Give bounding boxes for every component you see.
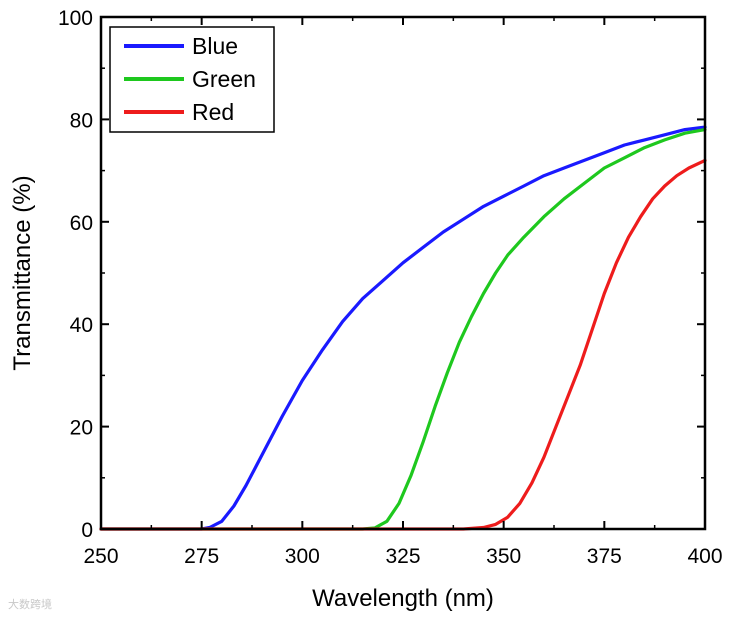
x-axis-title: Wavelength (nm) [312,585,494,612]
series-line-red [99,158,707,531]
watermark-text: 大数跨境 [8,598,52,611]
x-tick-label: 400 [687,545,722,568]
y-tick-label: 100 [58,7,93,30]
y-tick-label: 80 [70,109,93,132]
y-tick-label: 40 [70,314,93,337]
legend-label-red: Red [192,99,234,125]
x-tick-label: 300 [285,545,320,568]
y-axis-title: Transmittance (%) [9,175,36,370]
series-line-green [99,128,707,531]
y-tick-label: 20 [70,417,93,440]
x-tick-label: 325 [385,545,420,568]
series-line-blue [99,125,707,531]
x-tick-label: 375 [587,545,622,568]
y-tick-label: 0 [81,519,93,542]
x-tick-label: 350 [486,545,521,568]
legend: Blue Green Red [109,26,275,133]
y-tick-label: 60 [70,212,93,235]
legend-label-green: Green [192,66,256,92]
x-tick-label: 250 [83,545,118,568]
x-tick-label: 275 [184,545,219,568]
legend-label-blue: Blue [192,33,238,59]
